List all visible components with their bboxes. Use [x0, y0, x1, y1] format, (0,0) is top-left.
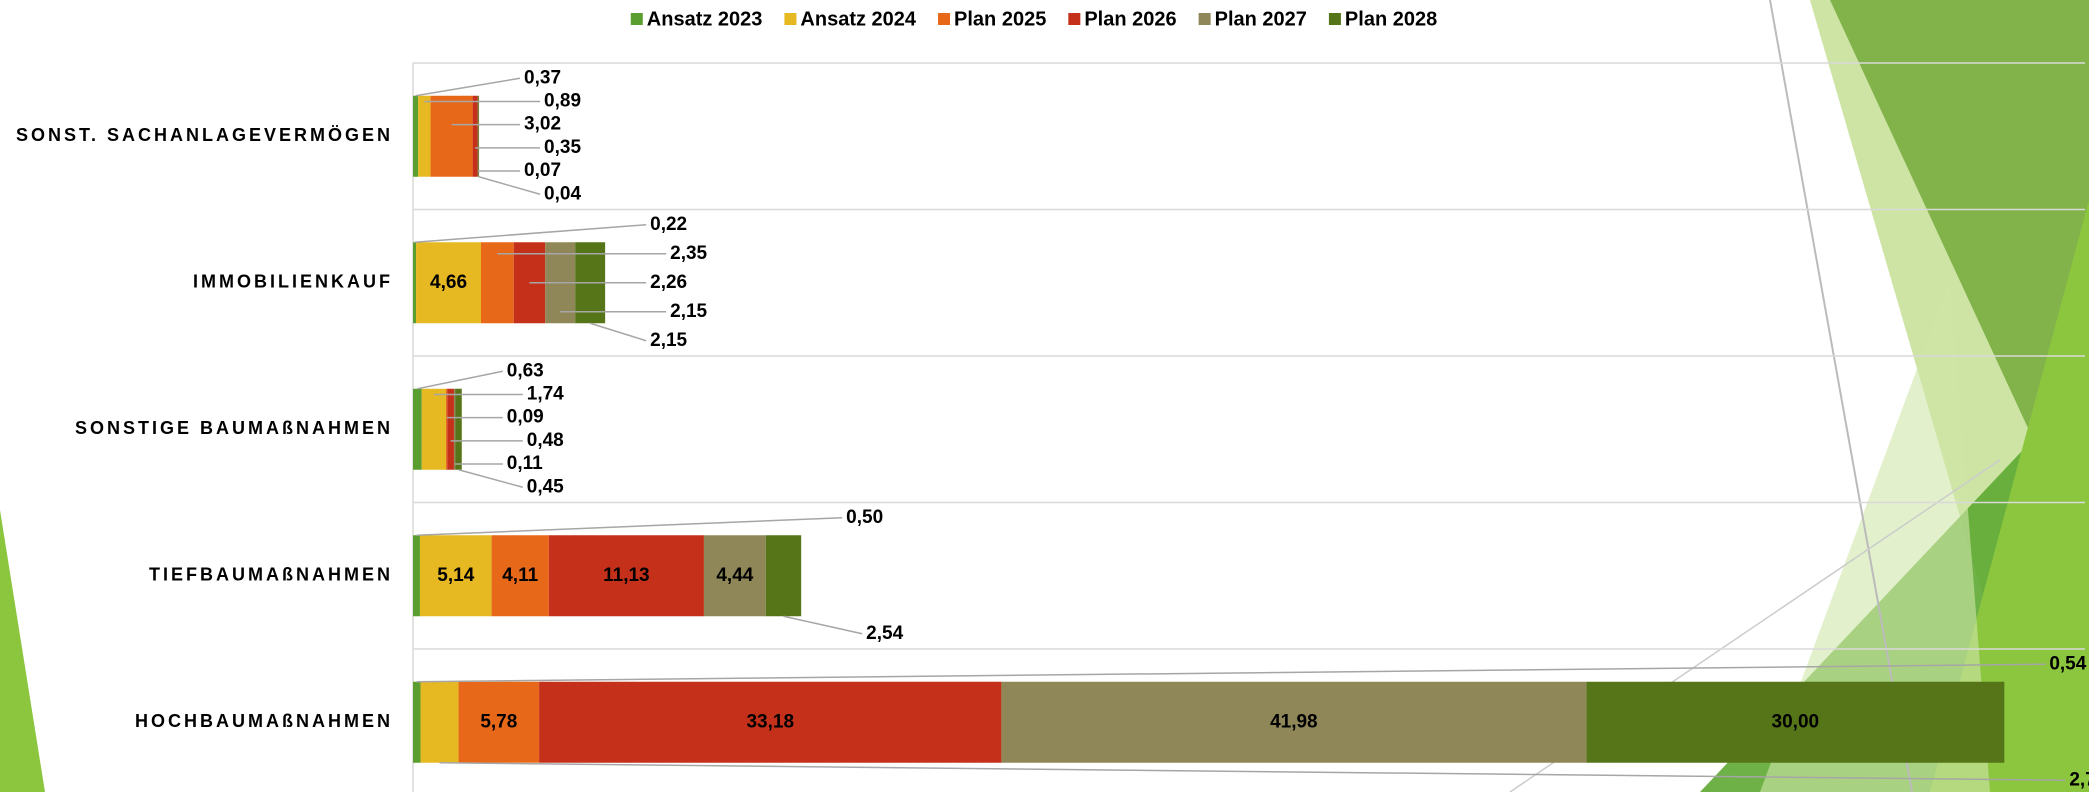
data-label: 41,98 — [1270, 711, 1318, 732]
leader-line — [416, 663, 2046, 683]
bar-segment — [421, 388, 447, 470]
data-label: 0,50 — [846, 507, 883, 528]
legend-label: Plan 2027 — [1215, 8, 1307, 30]
data-label: 0,09 — [507, 407, 544, 428]
bar-segment — [419, 535, 492, 617]
legend-label: Ansatz 2023 — [647, 8, 763, 30]
bar-segment — [765, 535, 802, 617]
data-label: 2,26 — [650, 272, 687, 293]
category-label: IMMOBILIENKAUF — [193, 272, 393, 292]
legend-label: Ansatz 2024 — [800, 8, 916, 30]
bar-segment — [472, 95, 478, 177]
leader-line — [416, 517, 843, 536]
bar-segment — [430, 95, 473, 177]
bar-segment — [418, 95, 431, 177]
data-label: 0,48 — [527, 430, 564, 451]
category-label: SONST. SACHANLAGEVERMÖGEN — [16, 125, 393, 145]
data-label: 0,45 — [527, 476, 564, 497]
legend-swatch — [1198, 13, 1211, 25]
leader-line — [478, 176, 541, 195]
bar-segment — [703, 535, 766, 617]
legend-swatch — [784, 13, 797, 25]
data-label: 0,07 — [524, 160, 561, 181]
bar-segment — [455, 388, 462, 470]
data-label: 30,00 — [1772, 711, 1820, 732]
bar-segment — [413, 242, 417, 324]
data-label: 4,44 — [716, 565, 753, 586]
data-label: 2,35 — [670, 243, 707, 264]
legend-swatch — [1328, 13, 1341, 25]
bar-segment — [539, 681, 1002, 763]
category-label: SONSTIGE BAUMAßNAHMEN — [75, 418, 393, 438]
leader-line — [458, 469, 523, 488]
legend-swatch — [1068, 13, 1081, 25]
data-label: 0,22 — [650, 214, 687, 235]
legend-label: Plan 2026 — [1084, 8, 1176, 30]
bar-segment — [1001, 681, 1587, 763]
bar-segment — [447, 388, 454, 470]
data-label: 0,63 — [507, 360, 544, 381]
bar-segment — [548, 535, 704, 617]
bar-segment — [480, 242, 514, 324]
bar-segment — [413, 388, 422, 470]
category-label: TIEFBAUMAßNAHMEN — [149, 565, 393, 585]
data-label: 0,89 — [544, 90, 581, 111]
data-label: 0,35 — [544, 137, 581, 158]
data-label: 11,13 — [603, 565, 650, 586]
data-label: 5,78 — [480, 711, 517, 732]
data-label: 3,02 — [524, 114, 561, 135]
bar-segment — [1586, 681, 2005, 763]
leader-line — [783, 615, 863, 635]
bar-segment — [453, 388, 456, 470]
bar-segment — [491, 535, 549, 617]
data-label: 2,73 — [2069, 769, 2089, 790]
data-label: 4,11 — [502, 565, 538, 586]
data-label: 0,11 — [507, 453, 543, 474]
leader-line — [589, 322, 647, 342]
data-label: 1,74 — [527, 383, 564, 404]
leader-line — [417, 370, 503, 390]
data-label: 5,14 — [437, 565, 474, 586]
bar-segment — [446, 388, 448, 470]
data-label: 0,37 — [524, 67, 561, 88]
data-label: 0,54 — [2049, 653, 2086, 674]
data-label: 0,04 — [544, 183, 581, 204]
legend-label: Plan 2028 — [1345, 8, 1437, 30]
data-label: 2,54 — [866, 623, 903, 644]
data-label: 4,66 — [430, 272, 467, 293]
bar-segment — [413, 535, 420, 617]
data-label: 33,18 — [746, 711, 794, 732]
bar-segment — [458, 681, 540, 763]
data-label: 2,15 — [670, 301, 707, 322]
leader-line — [439, 762, 2066, 781]
leader-line — [415, 77, 521, 97]
bar-segment — [478, 95, 480, 177]
bar-segment — [413, 681, 421, 763]
legend-swatch — [938, 13, 951, 25]
bar-segment — [477, 95, 479, 177]
bar-segment — [413, 95, 419, 177]
legend-label: Plan 2025 — [954, 8, 1046, 30]
category-label: HOCHBAUMAßNAHMEN — [135, 711, 393, 731]
legend-swatch — [630, 13, 643, 25]
bar-segment — [416, 242, 481, 324]
bar-segment — [420, 681, 459, 763]
leader-line — [414, 224, 647, 243]
data-label: 2,15 — [650, 330, 687, 351]
